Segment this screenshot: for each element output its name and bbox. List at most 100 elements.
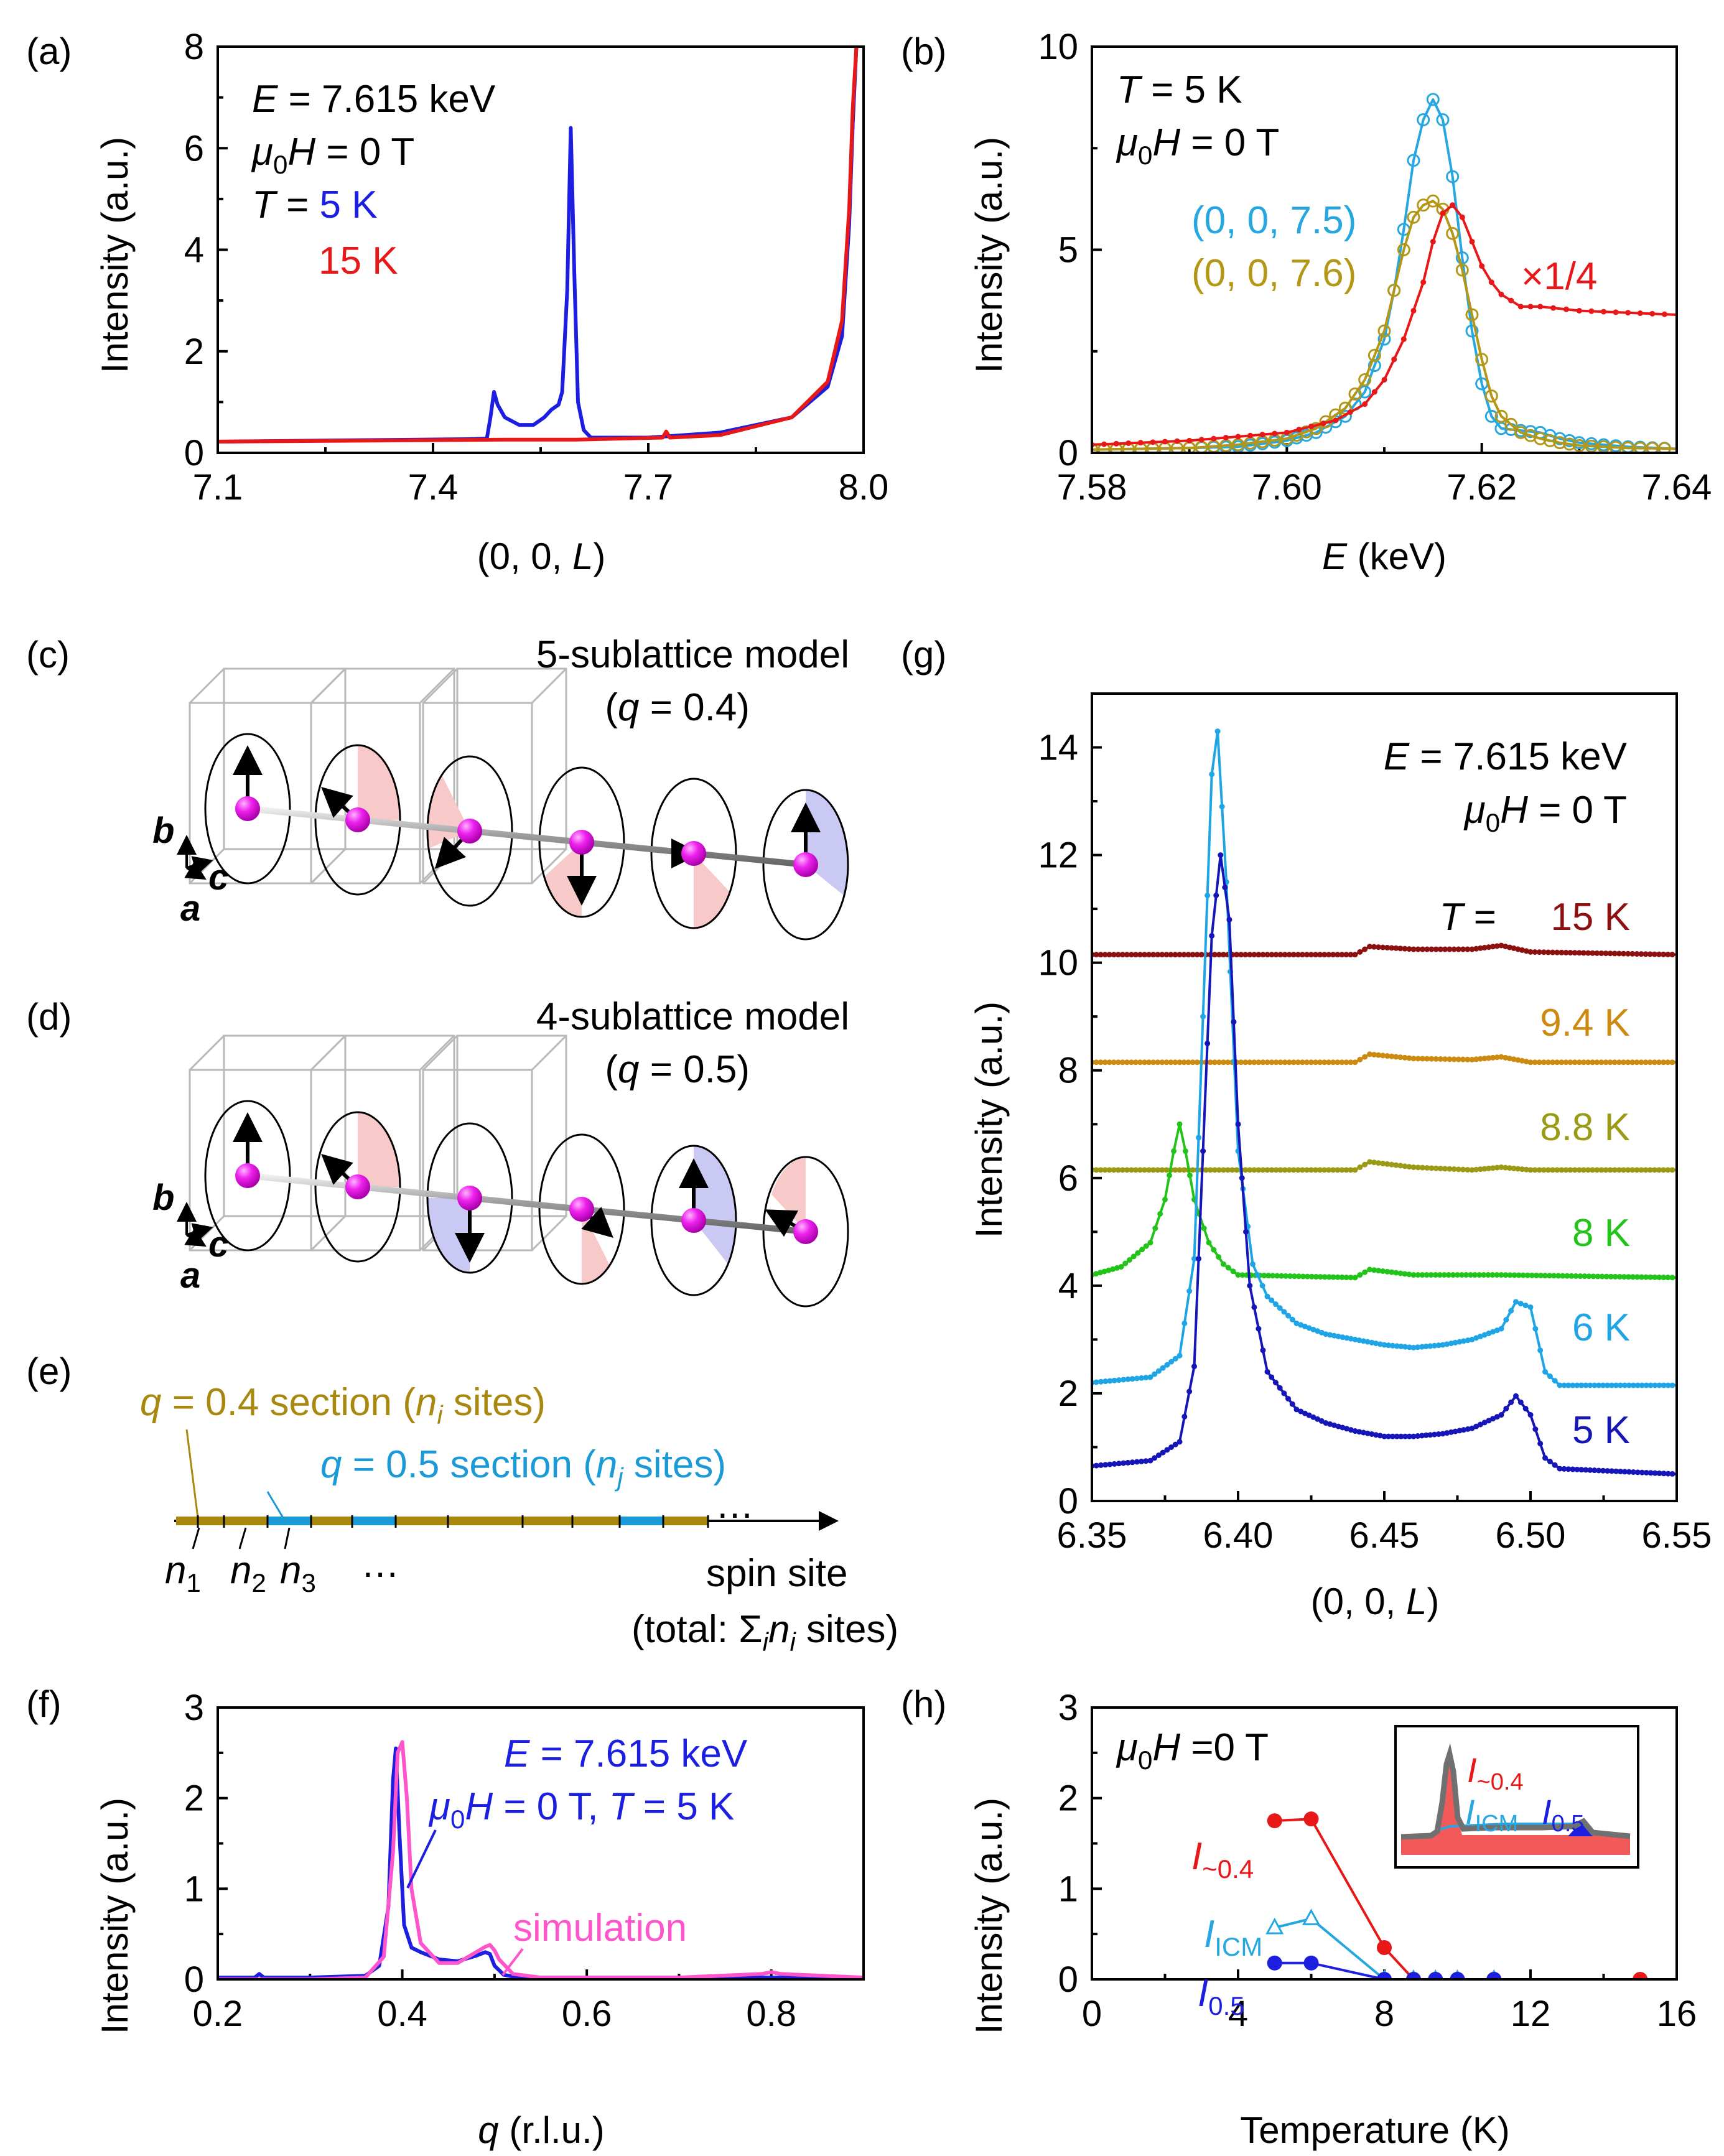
data-point (1264, 1059, 1270, 1066)
data-point (1223, 435, 1229, 441)
data-point (1362, 401, 1368, 407)
data-point (1595, 1273, 1601, 1280)
data-point (1563, 1059, 1569, 1066)
data-point (1381, 1342, 1387, 1348)
data-point (1097, 1462, 1104, 1468)
data-point (1616, 1167, 1622, 1173)
data-point (1348, 952, 1354, 958)
data-point (1285, 1396, 1292, 1402)
data-point (1313, 1059, 1319, 1066)
data-point (1494, 1164, 1500, 1171)
data-point (1594, 1167, 1600, 1173)
ticks-a: 7.1 7.4 7.7 8.0 0 2 4 6 8 (184, 27, 889, 508)
data-point (1656, 1382, 1662, 1388)
data-point (1661, 1059, 1667, 1066)
data-point (1657, 442, 1671, 454)
data-point (1376, 944, 1382, 950)
data-point (1402, 1271, 1408, 1277)
data-point (1651, 1167, 1657, 1173)
data-point (1168, 1059, 1174, 1066)
data-point (1171, 1148, 1177, 1155)
data-point (1475, 353, 1489, 366)
panel-c-title: 5-sublattice model (536, 633, 849, 676)
data-point (1427, 1343, 1433, 1349)
data-point (1498, 1054, 1504, 1060)
data-point (1162, 1196, 1168, 1202)
data-point (1137, 1059, 1144, 1066)
data-point (1186, 437, 1193, 444)
data-point (1534, 432, 1547, 445)
data-point (1532, 1059, 1538, 1066)
data-point (1626, 1469, 1632, 1475)
data-point (1481, 944, 1488, 950)
x-tick-label: 6.45 (1349, 1515, 1420, 1556)
data-point (1481, 1056, 1488, 1062)
data-point (1503, 1272, 1509, 1278)
data-point (1397, 1270, 1404, 1276)
data-point (1335, 952, 1341, 958)
data-point (1251, 1304, 1257, 1310)
data-point (1513, 1299, 1519, 1305)
data-point (1572, 1167, 1578, 1173)
data-point (1376, 1268, 1382, 1274)
plot-frame-f (217, 1706, 865, 1981)
data-point (1529, 1272, 1535, 1278)
data-point (1459, 1272, 1465, 1278)
data-point (1097, 1167, 1104, 1173)
data-point (1402, 1163, 1408, 1169)
data-point (1243, 1229, 1249, 1235)
data-point (1295, 952, 1301, 958)
data-point (1242, 1059, 1249, 1066)
data-point (1415, 1272, 1421, 1278)
data-point (1591, 1382, 1598, 1388)
data-point (1102, 1059, 1108, 1066)
data-point (1430, 238, 1436, 244)
data-point (1617, 1382, 1623, 1388)
data-point (1468, 1272, 1474, 1278)
data-point (1524, 1272, 1531, 1278)
data-point (1485, 1272, 1491, 1278)
data-point (1397, 243, 1410, 256)
data-point (1656, 951, 1662, 957)
data-point (1527, 1304, 1534, 1310)
label-I-ICM: IICM (1204, 1913, 1262, 1961)
data-point (1465, 946, 1471, 952)
panel-h-field: μ0H =0 T (1116, 1726, 1269, 1775)
data-point (1451, 946, 1457, 952)
data-point (1139, 1375, 1145, 1381)
series-group-b (1092, 93, 1677, 454)
spin-site (314, 744, 401, 896)
spin-ellipse (314, 744, 401, 896)
data-point (1600, 1467, 1606, 1474)
axis-c-label: c (208, 1224, 228, 1265)
data-point (1447, 1056, 1453, 1062)
n2-label: n2 (230, 1549, 266, 1597)
data-point (1242, 1167, 1249, 1173)
data-point (1121, 1377, 1127, 1383)
panel-label-h: (h) (901, 1683, 946, 1725)
data-point (1146, 1167, 1152, 1173)
panel-h-xlabel: Temperature (K) (1240, 2109, 1509, 2151)
data-point (1669, 1382, 1675, 1388)
data-point (1583, 1467, 1589, 1473)
data-point (1209, 771, 1215, 778)
data-point (1440, 1342, 1446, 1348)
data-point (1111, 1167, 1117, 1173)
data-point (1377, 1341, 1383, 1347)
data-point (1540, 1167, 1547, 1173)
panel-label-a: (a) (26, 30, 72, 72)
data-point (1446, 170, 1460, 184)
data-point (1239, 1272, 1246, 1278)
spin-ellipse (762, 1156, 849, 1308)
rotation-sector (358, 1112, 400, 1187)
series-label-5k: 5 K (1572, 1409, 1630, 1452)
data-point (1360, 1429, 1366, 1436)
data-point (1273, 1167, 1279, 1173)
data-point (1498, 1272, 1504, 1278)
data-point (1198, 437, 1204, 443)
data-point (1137, 952, 1144, 958)
data-point (1139, 1458, 1145, 1464)
x-tick-label: 6.55 (1642, 1515, 1712, 1556)
x-tick-label: 0 (1082, 1994, 1102, 2034)
data-point (1362, 946, 1368, 952)
